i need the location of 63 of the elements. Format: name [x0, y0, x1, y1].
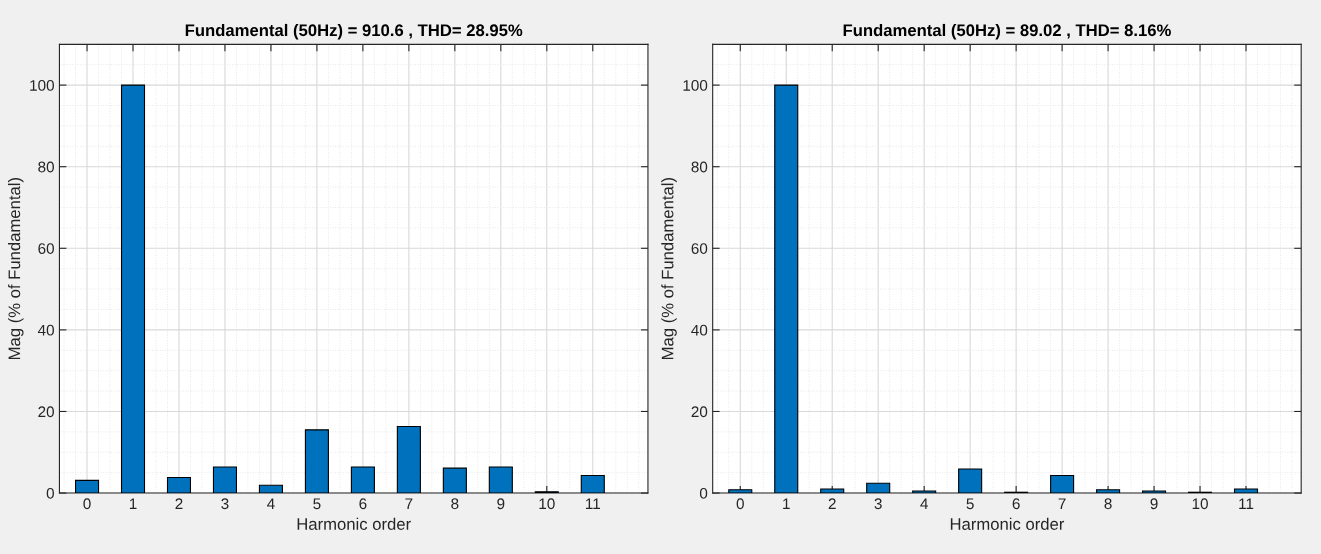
- bar: [1233, 488, 1259, 494]
- x-tick-label: 10: [539, 498, 555, 510]
- bar: [866, 482, 891, 494]
- x-tick-label: 6: [359, 498, 367, 510]
- y-tick-label: 20: [691, 406, 708, 418]
- y-tick-label: 0: [46, 487, 54, 499]
- bar: [212, 466, 238, 494]
- x-axis-title: Harmonic order: [950, 517, 1065, 530]
- y-tick-label: 60: [691, 243, 708, 254]
- bar: [258, 484, 283, 494]
- chart-title: Fundamental (50Hz) = 910.6 , THD= 28.95%: [185, 23, 523, 40]
- x-tick-label: 3: [874, 498, 882, 510]
- x-tick-label: 7: [1058, 498, 1066, 509]
- bar: [396, 426, 421, 494]
- y-tick-label: 100: [683, 79, 708, 91]
- bar: [74, 479, 100, 494]
- bar: [442, 467, 467, 494]
- x-tick-label: 11: [1239, 498, 1254, 509]
- y-tick-label: 40: [37, 324, 54, 336]
- bar: [820, 488, 845, 494]
- y-tick-label: 0: [699, 487, 708, 499]
- x-tick-label: 1: [129, 498, 137, 509]
- y-tick-label: 100: [30, 79, 54, 91]
- bar: [958, 468, 983, 494]
- bar: [166, 477, 192, 494]
- x-axis-title: Harmonic order: [297, 517, 411, 530]
- x-tick-label: 11: [586, 498, 600, 509]
- bar: [120, 84, 146, 494]
- y-axis-title: Mag (% of Fundamental): [8, 178, 24, 360]
- chart-title: Fundamental (50Hz) = 89.02 , THD= 8.16%: [843, 23, 1171, 40]
- bar: [304, 429, 329, 494]
- bar: [488, 466, 513, 494]
- x-tick-label: 4: [267, 498, 275, 509]
- y-tick-label: 80: [691, 161, 708, 173]
- y-tick-label: 20: [38, 406, 54, 418]
- x-tick-label: 2: [828, 498, 836, 509]
- x-tick-label: 9: [497, 498, 505, 510]
- bar: [1096, 489, 1121, 494]
- bar: [1050, 474, 1075, 494]
- y-tick-label: 80: [38, 161, 54, 173]
- x-tick-label: 6: [1012, 498, 1020, 510]
- x-tick-label: 5: [313, 498, 321, 510]
- x-tick-label: 10: [1192, 498, 1208, 510]
- bar: [774, 84, 799, 494]
- bar: [912, 490, 937, 494]
- bar: [580, 474, 605, 494]
- x-tick-label: 9: [1150, 498, 1158, 510]
- y-tick-label: 40: [691, 324, 708, 336]
- x-tick-label: 4: [920, 498, 928, 509]
- x-tick-label: 2: [175, 498, 183, 509]
- y-tick-label: 60: [38, 243, 54, 254]
- x-tick-label: 8: [451, 498, 459, 510]
- bar: [1142, 490, 1167, 494]
- bar: [350, 466, 375, 494]
- y-axis-title: Mag (% of Fundamental): [661, 178, 677, 360]
- x-tick-label: 0: [736, 498, 744, 510]
- x-tick-label: 8: [1104, 498, 1112, 510]
- x-tick-label: 7: [405, 498, 413, 509]
- x-tick-label: 0: [83, 498, 91, 510]
- x-tick-label: 3: [221, 498, 229, 510]
- bar: [728, 489, 753, 494]
- x-tick-label: 1: [783, 498, 790, 509]
- x-tick-label: 5: [966, 498, 974, 510]
